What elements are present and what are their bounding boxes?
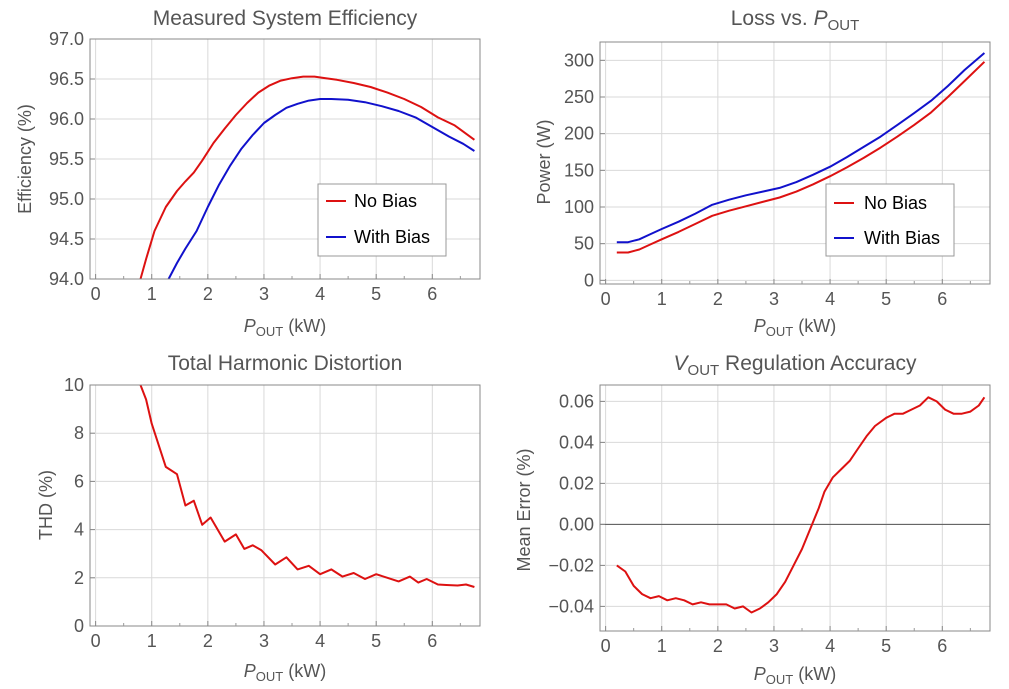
efficiency-xtick-3: 3 <box>259 284 269 304</box>
efficiency-xlabel: POUT (kW) <box>244 316 326 339</box>
regulation-xtick-4: 4 <box>825 636 835 656</box>
efficiency-series-no-bias <box>139 75 475 280</box>
regulation-ytick-5: 0.06 <box>559 391 594 411</box>
efficiency-ytick-4: 96.0 <box>49 109 84 129</box>
regulation-ytick-4: 0.04 <box>559 432 594 452</box>
thd-xtick-5: 5 <box>371 631 381 651</box>
efficiency-ytick-2: 95.0 <box>49 189 84 209</box>
efficiency-xtick-0: 0 <box>91 284 101 304</box>
loss-xlabel: POUT (kW) <box>754 316 836 339</box>
loss-legend-box <box>825 183 955 257</box>
regulation-grid <box>600 385 990 631</box>
thd-ticks: 0 1 2 3 4 5 6 0 2 4 6 8 10 <box>64 375 461 651</box>
efficiency-xtick-4: 4 <box>315 284 325 304</box>
efficiency-ytick-3: 95.5 <box>49 149 84 169</box>
regulation-xtick-3: 3 <box>769 636 779 656</box>
loss-ytick-4: 200 <box>564 124 594 144</box>
efficiency-legend-label-no-bias: No Bias <box>354 191 417 211</box>
thd-xtick-4: 4 <box>315 631 325 651</box>
regulation-panel: VOUT Regulation Accuracy 0 1 2 3 4 5 6 −0.04 −0.… <box>514 352 991 687</box>
loss-ylabel: Power (W) <box>534 120 554 205</box>
efficiency-legend-label-with-bias: With Bias <box>354 227 430 247</box>
loss-title: Loss vs. POUT <box>731 7 860 34</box>
efficiency-legend-box <box>317 183 447 257</box>
loss-ticks: 0 1 2 3 4 5 6 0 50 100 150 200 250 300 <box>564 50 971 309</box>
thd-series <box>139 384 475 588</box>
thd-grid <box>90 384 480 627</box>
loss-ytick-0: 0 <box>584 270 594 290</box>
thd-xtick-2: 2 <box>203 631 213 651</box>
regulation-series <box>616 396 986 614</box>
loss-legend-label-with-bias: With Bias <box>864 228 940 248</box>
regulation-title: VOUT Regulation Accuracy <box>674 352 917 379</box>
regulation-xtick-5: 5 <box>881 636 891 656</box>
regulation-ytick-1: −0.02 <box>548 555 594 575</box>
thd-ytick-2: 4 <box>74 520 84 540</box>
regulation-xtick-1: 1 <box>657 636 667 656</box>
regulation-ytick-2: 0.00 <box>559 514 594 534</box>
loss-legend: No Bias With Bias <box>825 183 955 257</box>
efficiency-series <box>139 75 475 280</box>
thd-xtick-6: 6 <box>427 631 437 651</box>
thd-ytick-5: 10 <box>64 375 84 395</box>
thd-panel: Total Harmonic Distortion 0 1 2 3 4 5 6 0 2 4 6 8 10… <box>36 352 481 684</box>
loss-xtick-5: 5 <box>881 289 891 309</box>
thd-series-thd <box>139 384 475 588</box>
regulation-xtick-2: 2 <box>713 636 723 656</box>
thd-xtick-0: 0 <box>91 631 101 651</box>
thd-frame <box>89 384 481 627</box>
efficiency-series-with-bias <box>167 98 475 280</box>
loss-series <box>616 52 986 254</box>
loss-xtick-2: 2 <box>713 289 723 309</box>
loss-series-with-bias <box>616 52 986 244</box>
regulation-ylabel: Mean Error (%) <box>514 448 534 571</box>
loss-xtick-6: 6 <box>937 289 947 309</box>
efficiency-xtick-2: 2 <box>203 284 213 304</box>
regulation-xtick-6: 6 <box>937 636 947 656</box>
efficiency-ytick-0: 94.0 <box>49 269 84 289</box>
efficiency-title: Measured System Efficiency <box>153 7 418 30</box>
regulation-xlabel: POUT (kW) <box>754 664 836 687</box>
loss-series-no-bias <box>616 61 986 254</box>
regulation-frame <box>599 384 991 632</box>
loss-xtick-3: 3 <box>769 289 779 309</box>
efficiency-xtick-1: 1 <box>147 284 157 304</box>
efficiency-ytick-5: 96.5 <box>49 69 84 89</box>
thd-ytick-4: 8 <box>74 423 84 443</box>
loss-panel: Loss vs. POUT 0 1 2 3 4 5 6050100150200250300 … <box>534 7 991 339</box>
loss-legend-label-no-bias: No Bias <box>864 193 927 213</box>
loss-xtick-1: 1 <box>657 289 667 309</box>
regulation-ytick-3: 0.02 <box>559 473 594 493</box>
efficiency-ylabel: Efficiency (%) <box>15 104 35 214</box>
thd-xtick-3: 3 <box>259 631 269 651</box>
loss-frame <box>599 41 991 285</box>
efficiency-xtick-5: 5 <box>371 284 381 304</box>
loss-xtick-0: 0 <box>601 289 611 309</box>
regulation-series-mean-error <box>616 396 986 614</box>
thd-ylabel: THD (%) <box>36 470 56 540</box>
thd-ytick-1: 2 <box>74 568 84 588</box>
efficiency-legend: No Bias With Bias <box>317 183 447 257</box>
loss-ytick-6: 300 <box>564 50 594 70</box>
thd-xlabel: POUT (kW) <box>244 661 326 684</box>
loss-xtick-4: 4 <box>825 289 835 309</box>
regulation-xtick-0: 0 <box>601 636 611 656</box>
regulation-ytick-0: −0.04 <box>548 596 594 616</box>
loss-ytick-3: 150 <box>564 160 594 180</box>
thd-title: Total Harmonic Distortion <box>168 352 403 375</box>
thd-ytick-0: 0 <box>74 616 84 636</box>
efficiency-ytick-1: 94.5 <box>49 229 84 249</box>
efficiency-xtick-6: 6 <box>427 284 437 304</box>
loss-ytick-5: 250 <box>564 87 594 107</box>
loss-ytick-2: 100 <box>564 197 594 217</box>
efficiency-ytick-6: 97.0 <box>49 29 84 49</box>
thd-xtick-1: 1 <box>147 631 157 651</box>
thd-ytick-3: 6 <box>74 471 84 491</box>
efficiency-panel: Measured System Efficiency 0 1 2 3 4 5 6 94.0 94… <box>15 7 481 339</box>
loss-ytick-1: 50 <box>574 234 594 254</box>
regulation-ticks: 0 1 2 3 4 5 6 −0.04 −0.02 0.00 0.02 0.04 0.06 <box>548 391 971 656</box>
efficiency-ticks: 0 1 2 3 4 5 6 94.0 94.5 95.0 95.5 96.0 96.5 97.0 <box>49 29 461 304</box>
